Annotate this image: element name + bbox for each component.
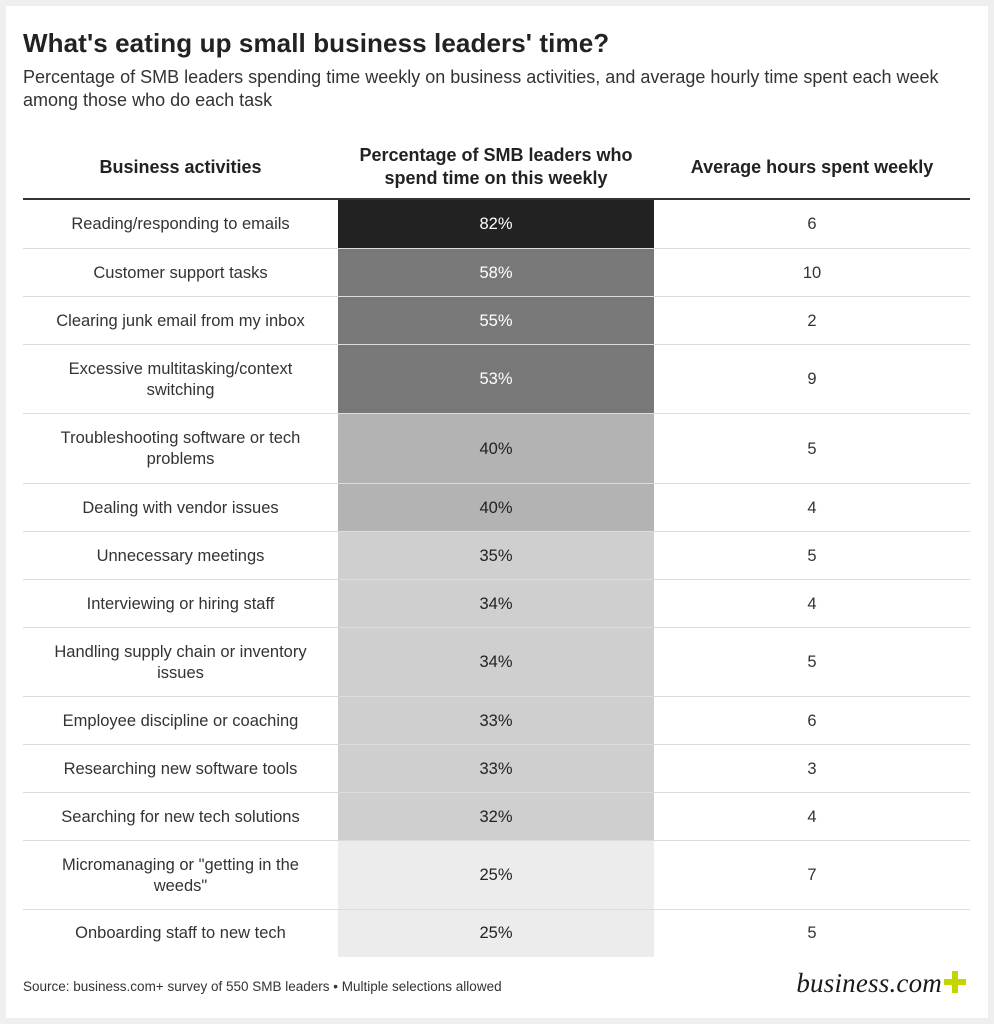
hours-cell: 4 (807, 807, 817, 826)
row-separator (23, 579, 970, 580)
table-header: Business activities Percentage of SMB le… (23, 136, 970, 200)
percentage-cell: 35% (338, 532, 654, 580)
infographic-card: What's eating up small business leaders'… (6, 6, 988, 1018)
brand-logo: business.com (796, 968, 966, 999)
row-separator (23, 531, 970, 532)
hours-cell: 3 (807, 759, 817, 778)
row-separator (23, 696, 970, 697)
table-row: Customer support tasks 58% 10 (23, 249, 970, 297)
row-separator (23, 840, 970, 841)
table-row: Dealing with vendor issues 40% 4 (23, 484, 970, 532)
table-row: Onboarding staff to new tech 25% 5 (23, 910, 970, 957)
row-separator (23, 909, 970, 910)
hours-cell: 5 (807, 653, 817, 671)
source-note: Source: business.com+ survey of 550 SMB … (23, 979, 502, 994)
table-body: Reading/responding to emails 82% 6 Customer… (23, 200, 970, 957)
table-row: Clearing junk email from my inbox 55% 2 (23, 297, 970, 345)
activity-cell: Handling supply chain or inventory issue… (54, 642, 307, 682)
hours-cell: 2 (807, 311, 817, 330)
percentage-cell: 34% (338, 628, 654, 697)
chart-title: What's eating up small business leaders'… (23, 28, 610, 58)
logo-text: business.com (796, 968, 942, 998)
percentage-cell: 40% (338, 414, 654, 484)
percentage-cell: 40% (338, 484, 654, 532)
activity-cell: Employee discipline or coaching (62, 711, 299, 730)
activity-cell: Reading/responding to emails (71, 215, 290, 233)
table-row: Micromanaging or "getting in the weeds" 2… (23, 841, 970, 910)
table-row: Reading/responding to emails 82% 6 (23, 200, 970, 249)
chart-subtitle: Percentage of SMB leaders spending time … (23, 67, 939, 110)
column-header-percentage: Percentage of SMB leaders who spend time… (359, 145, 633, 188)
row-separator (23, 792, 970, 793)
hours-cell: 6 (807, 711, 817, 730)
percentage-cell: 33% (338, 745, 654, 793)
row-separator (23, 296, 970, 297)
percentage-cell: 53% (338, 345, 654, 414)
table-row: Troubleshooting software or tech problem… (23, 414, 970, 484)
activity-cell: Interviewing or hiring staff (86, 594, 275, 613)
percentage-cell: 34% (338, 580, 654, 628)
hours-cell: 5 (807, 924, 817, 942)
hours-cell: 6 (807, 215, 817, 233)
row-separator (23, 744, 970, 745)
percentage-cell: 25% (338, 841, 654, 910)
table-row: Excessive multitasking/context switching… (23, 345, 970, 414)
table-row: Handling supply chain or inventory issue… (23, 628, 970, 697)
row-separator (23, 483, 970, 484)
activity-cell: Dealing with vendor issues (82, 498, 279, 517)
column-header-activities: Business activities (99, 156, 262, 177)
activity-cell: Searching for new tech solutions (61, 807, 300, 826)
table-row: Unnecessary meetings 35% 5 (23, 532, 970, 580)
activity-cell: Researching new software tools (63, 759, 298, 778)
activity-cell: Clearing junk email from my inbox (56, 311, 305, 330)
row-separator (23, 344, 970, 345)
activity-cell: Micromanaging or "getting in the weeds" (62, 855, 299, 895)
percentage-cell: 55% (338, 297, 654, 345)
activity-cell: Excessive multitasking/context switching (68, 359, 293, 399)
activity-cell: Unnecessary meetings (96, 546, 265, 565)
hours-cell: 7 (807, 866, 817, 884)
plus-icon (944, 970, 966, 993)
hours-cell: 10 (802, 263, 822, 282)
activity-cell: Onboarding staff to new tech (75, 924, 286, 942)
hours-cell: 4 (807, 594, 817, 613)
row-separator (23, 248, 970, 249)
percentage-cell: 32% (338, 793, 654, 841)
hours-cell: 4 (807, 498, 817, 517)
hours-cell: 5 (807, 439, 817, 458)
row-separator (23, 413, 970, 414)
column-header-hours: Average hours spent weekly (690, 156, 934, 177)
row-separator (23, 627, 970, 628)
table-row: Researching new software tools 33% 3 (23, 745, 970, 793)
percentage-cell: 25% (338, 910, 654, 957)
percentage-cell: 33% (338, 697, 654, 745)
hours-cell: 5 (807, 546, 817, 565)
table-row: Employee discipline or coaching 33% 6 (23, 697, 970, 745)
percentage-cell: 58% (338, 249, 654, 297)
table-row: Searching for new tech solutions 32% 4 (23, 793, 970, 841)
activity-cell: Customer support tasks (93, 263, 268, 282)
activity-cell: Troubleshooting software or tech problem… (60, 429, 301, 468)
hours-cell: 9 (807, 370, 817, 388)
percentage-cell: 82% (338, 200, 654, 249)
table-row: Interviewing or hiring staff 34% 4 (23, 580, 970, 628)
